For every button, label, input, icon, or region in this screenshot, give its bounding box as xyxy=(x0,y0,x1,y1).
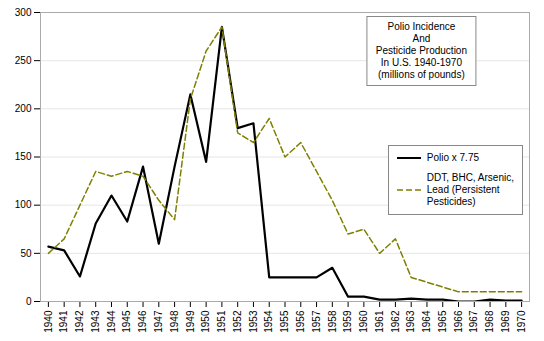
svg-text:200: 200 xyxy=(15,103,32,114)
svg-text:1964: 1964 xyxy=(421,310,432,333)
svg-text:1949: 1949 xyxy=(185,310,196,333)
svg-text:1957: 1957 xyxy=(311,310,322,333)
html-text:Polio x 7.75: Polio x 7.75 xyxy=(426,151,479,163)
svg-text:250: 250 xyxy=(15,55,32,66)
svg-text:1966: 1966 xyxy=(453,310,464,333)
svg-text:1950: 1950 xyxy=(200,310,211,333)
svg-text:1951: 1951 xyxy=(216,310,227,333)
svg-text:0: 0 xyxy=(26,296,32,307)
svg-text:1962: 1962 xyxy=(390,310,401,333)
svg-text:100: 100 xyxy=(15,199,32,210)
svg-text:1970: 1970 xyxy=(516,310,527,333)
svg-text:1959: 1959 xyxy=(342,310,353,333)
svg-text:1948: 1948 xyxy=(169,310,180,333)
svg-text:1952: 1952 xyxy=(232,310,243,333)
svg-text:1963: 1963 xyxy=(405,310,416,333)
svg-text:1967: 1967 xyxy=(468,310,479,333)
svg-text:1958: 1958 xyxy=(327,310,338,333)
svg-text:1960: 1960 xyxy=(358,310,369,333)
svg-text:1943: 1943 xyxy=(90,310,101,333)
svg-text:300: 300 xyxy=(15,7,32,18)
svg-text:1961: 1961 xyxy=(374,310,385,333)
svg-text:1946: 1946 xyxy=(137,310,148,333)
svg-text:1956: 1956 xyxy=(295,310,306,333)
svg-text:1945: 1945 xyxy=(121,310,132,333)
svg-text:1944: 1944 xyxy=(106,310,117,333)
svg-text:1965: 1965 xyxy=(437,310,448,333)
svg-text:150: 150 xyxy=(15,151,32,162)
svg-text:1947: 1947 xyxy=(153,310,164,333)
html-text:Polio Incidence And Pesticide: Polio Incidence And Pesticide Production… xyxy=(375,21,467,80)
svg-text:1940: 1940 xyxy=(43,310,54,333)
svg-text:1942: 1942 xyxy=(74,310,85,333)
svg-text:1941: 1941 xyxy=(58,310,69,333)
svg-text:1953: 1953 xyxy=(248,310,259,333)
svg-text:1968: 1968 xyxy=(484,310,495,333)
svg-text:50: 50 xyxy=(20,248,32,259)
html-text:DDT, BHC, Arsenic, Lead (Persi: DDT, BHC, Arsenic, Lead (Persistent Pest… xyxy=(426,171,514,207)
svg-text:1954: 1954 xyxy=(263,310,274,333)
svg-text:1955: 1955 xyxy=(279,310,290,333)
svg-text:1969: 1969 xyxy=(500,310,511,333)
